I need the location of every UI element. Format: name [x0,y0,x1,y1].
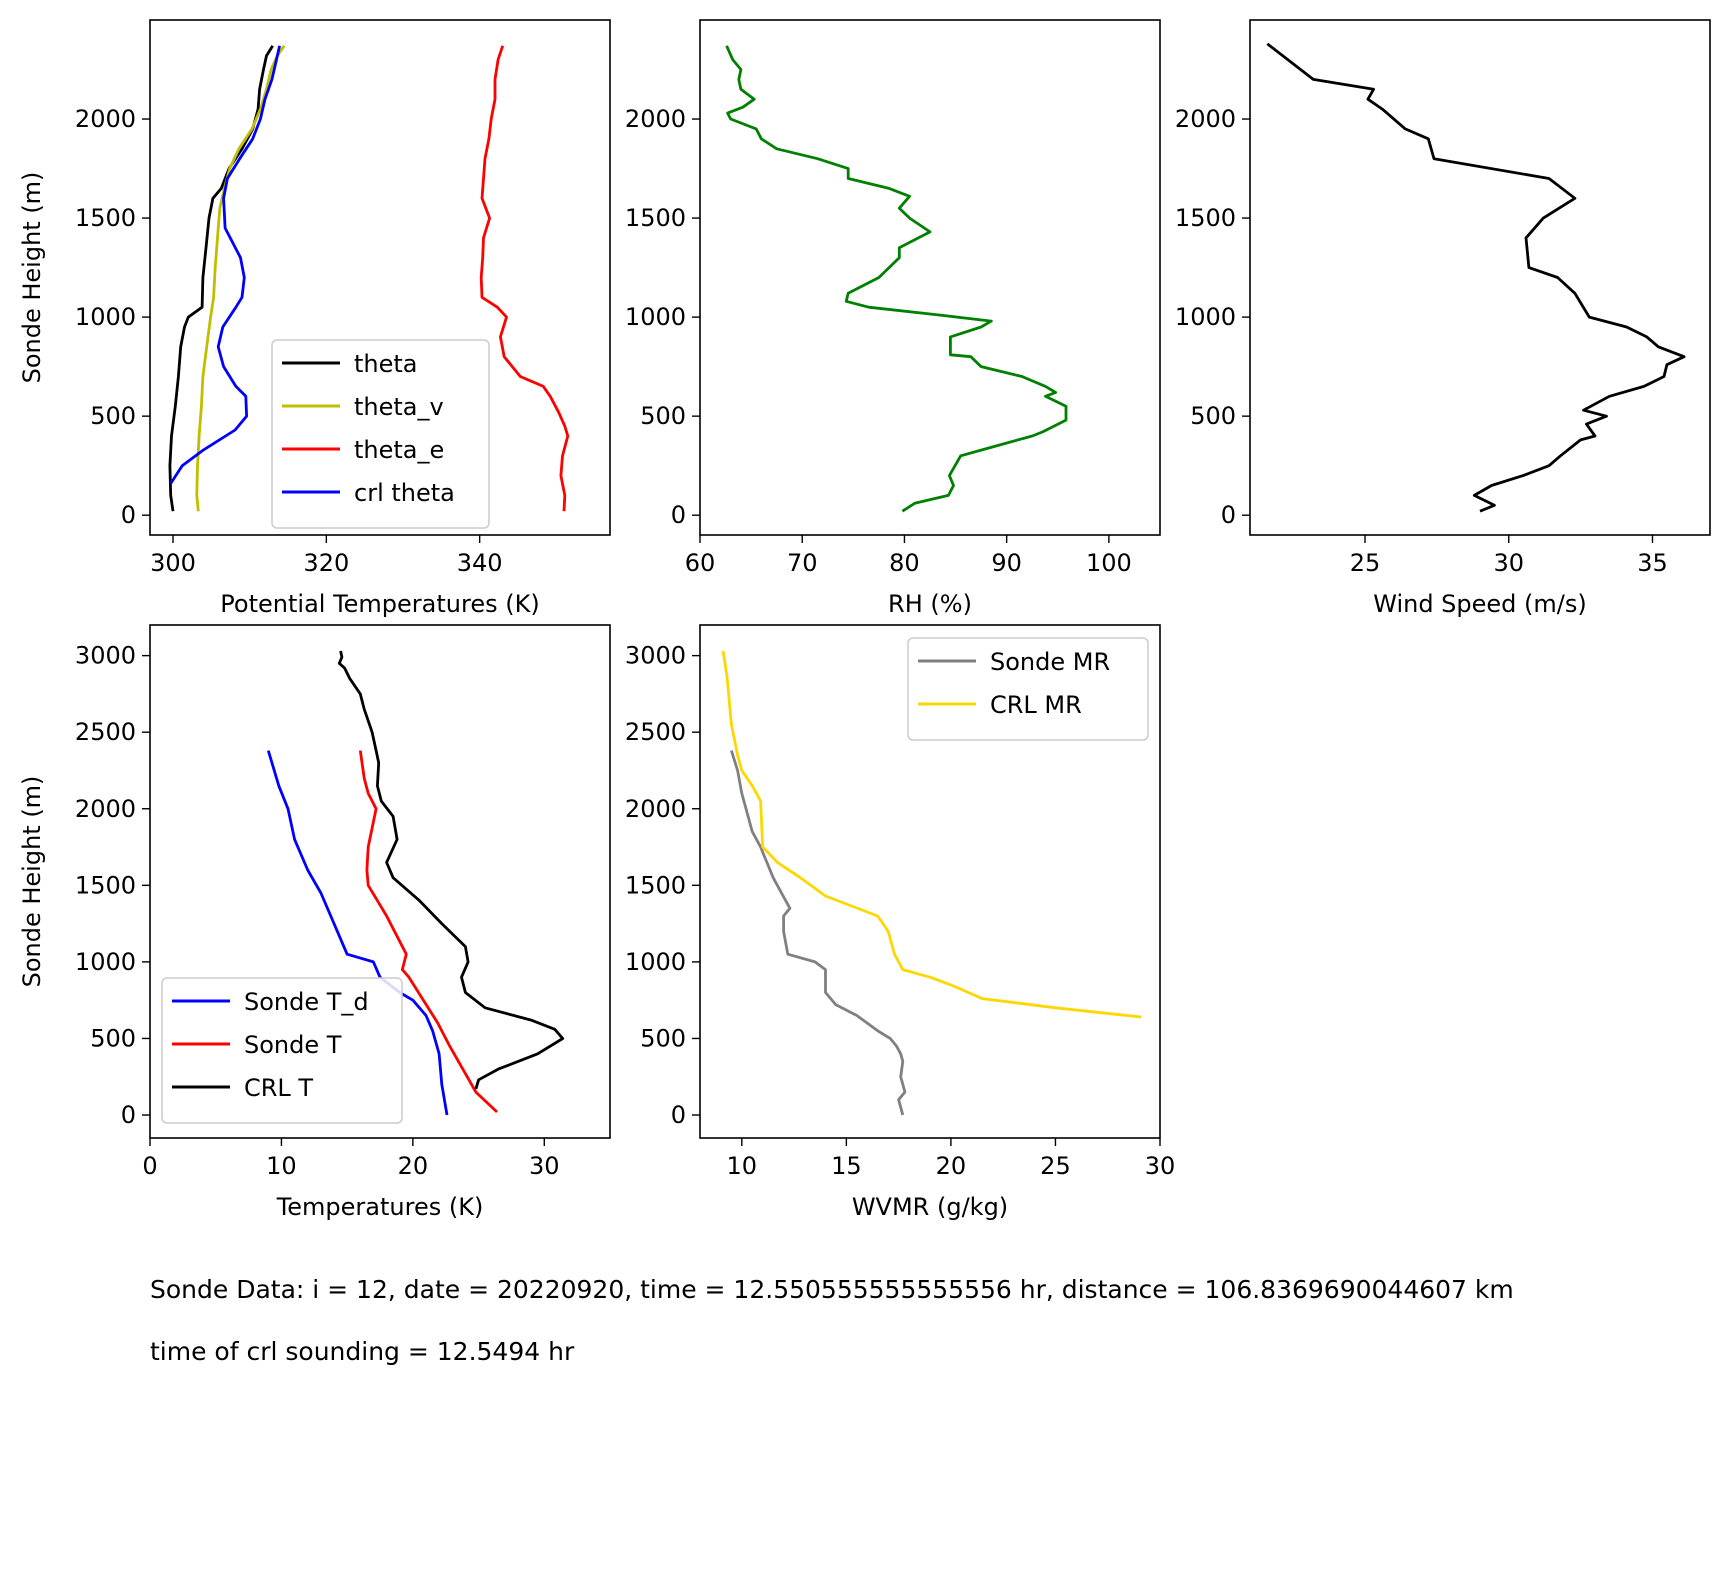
x-tick-label: 0 [142,1152,157,1180]
x-tick-label: 20 [936,1152,967,1180]
y-tick-label: 500 [90,1024,136,1052]
series-crl-t-line [337,650,565,1090]
legend-label: Sonde T_d [244,988,369,1016]
y-tick-label: 1500 [75,204,136,232]
y-tick-label: 0 [121,501,136,529]
y-tick-label: 1000 [625,303,686,331]
x-tick-label: 70 [787,549,818,577]
x-tick-label: 30 [1493,549,1524,577]
x-tick-label: 25 [1040,1152,1071,1180]
x-tick-label: 35 [1637,549,1668,577]
y-tick-label: 2000 [625,795,686,823]
y-tick-label: 3000 [75,642,136,670]
series-theta-line [168,45,274,512]
y-tick-label: 2500 [625,718,686,746]
series-sonde-t-d-line [266,750,449,1116]
y-tick-label: 1000 [625,948,686,976]
x-tick-label: 30 [529,1152,560,1180]
plot-frame [149,624,611,1139]
legend-label: crl theta [354,479,455,507]
x-tick-label: 320 [303,549,349,577]
x-tick-label: 60 [685,549,716,577]
y-tick-label: 1000 [1175,303,1236,331]
y-tick-label: 1000 [75,303,136,331]
chart-panel-4: 0 10 20 30 0 500 1000 1500 2000 2500 3000 Temperatu… [18,624,611,1221]
chart-panel-3: 25 30 35 0 500 1000 1500 2000 Wind Speed (m/s) [1175,19,1711,618]
legend-box [907,637,1149,741]
y-tick-label: 2000 [75,105,136,133]
legend-label: theta [354,350,418,378]
legend-label: theta_v [354,393,444,421]
legend-label: CRL T [244,1074,313,1102]
legend-label: theta_e [354,436,444,464]
y-tick-label: 3000 [625,642,686,670]
legend-label: CRL MR [990,691,1082,719]
y-tick-label: 500 [640,1024,686,1052]
y-tick-label: 2000 [75,795,136,823]
x-tick-label: 300 [150,549,196,577]
series-theta-v-line [195,44,286,512]
legend-box [271,339,490,529]
crl-time-note: time of crl sounding = 12.5494 hr [150,1337,575,1366]
y-tick-label: 0 [121,1101,136,1129]
plot-frame [1249,19,1711,536]
y-tick-label: 0 [1221,501,1236,529]
plot-frame [699,19,1161,536]
plot-frame [699,624,1161,1139]
plot-frame [149,19,611,536]
y-tick-label: 0 [671,1101,686,1129]
x-tick-label: 20 [398,1152,429,1180]
y-tick-label: 2000 [1175,105,1236,133]
x-tick-label: 10 [727,1152,758,1180]
series-theta-e-line [479,45,570,512]
y-tick-label: 0 [671,501,686,529]
series-crl-theta-line [169,45,281,485]
y-tick-label: 1500 [1175,204,1236,232]
y-axis-label: Sonde Height (m) [18,172,46,384]
series-sonde-mr-line [730,750,907,1116]
series-line [1266,42,1686,513]
y-tick-label: 1500 [625,871,686,899]
x-tick-label: 30 [1145,1152,1176,1180]
y-tick-label: 1500 [75,871,136,899]
x-axis-label: WVMR (g/kg) [852,1193,1008,1221]
y-tick-label: 500 [1190,402,1236,430]
x-axis-label: Potential Temperatures (K) [220,590,539,618]
x-tick-label: 25 [1350,549,1381,577]
sonde-data-note: Sonde Data: i = 12, date = 20220920, tim… [150,1275,1514,1304]
y-tick-label: 2000 [625,105,686,133]
x-axis-label: RH (%) [888,590,972,618]
series-sonde-t-line [358,750,498,1114]
y-tick-label: 500 [90,402,136,430]
x-axis-label: Wind Speed (m/s) [1373,590,1587,618]
y-axis-label: Sonde Height (m) [18,776,46,988]
y-tick-label: 500 [640,402,686,430]
legend: Sonde T_d Sonde T CRL T [161,977,403,1124]
x-tick-label: 90 [991,549,1022,577]
y-tick-label: 2500 [75,718,136,746]
x-tick-label: 340 [457,549,503,577]
legend: Sonde MR CRL MR [907,637,1149,741]
chart-panel-5: 10 15 20 25 30 0 500 1000 1500 2000 2500 3000 WVMR (… [625,624,1176,1221]
x-tick-label: 15 [831,1152,862,1180]
series-crl-mr-line [721,650,1142,1019]
legend-label: Sonde T [244,1031,342,1059]
chart-panel-1: 300 320 340 0 500 1000 1500 2000 Potential Tempe… [18,19,611,618]
x-tick-label: 100 [1086,549,1132,577]
x-tick-label: 80 [889,549,920,577]
y-tick-label: 1500 [625,204,686,232]
series-line [725,45,1068,513]
x-tick-label: 10 [266,1152,297,1180]
y-tick-label: 1000 [75,948,136,976]
x-axis-label: Temperatures (K) [276,1193,484,1221]
legend-label: Sonde MR [990,648,1110,676]
